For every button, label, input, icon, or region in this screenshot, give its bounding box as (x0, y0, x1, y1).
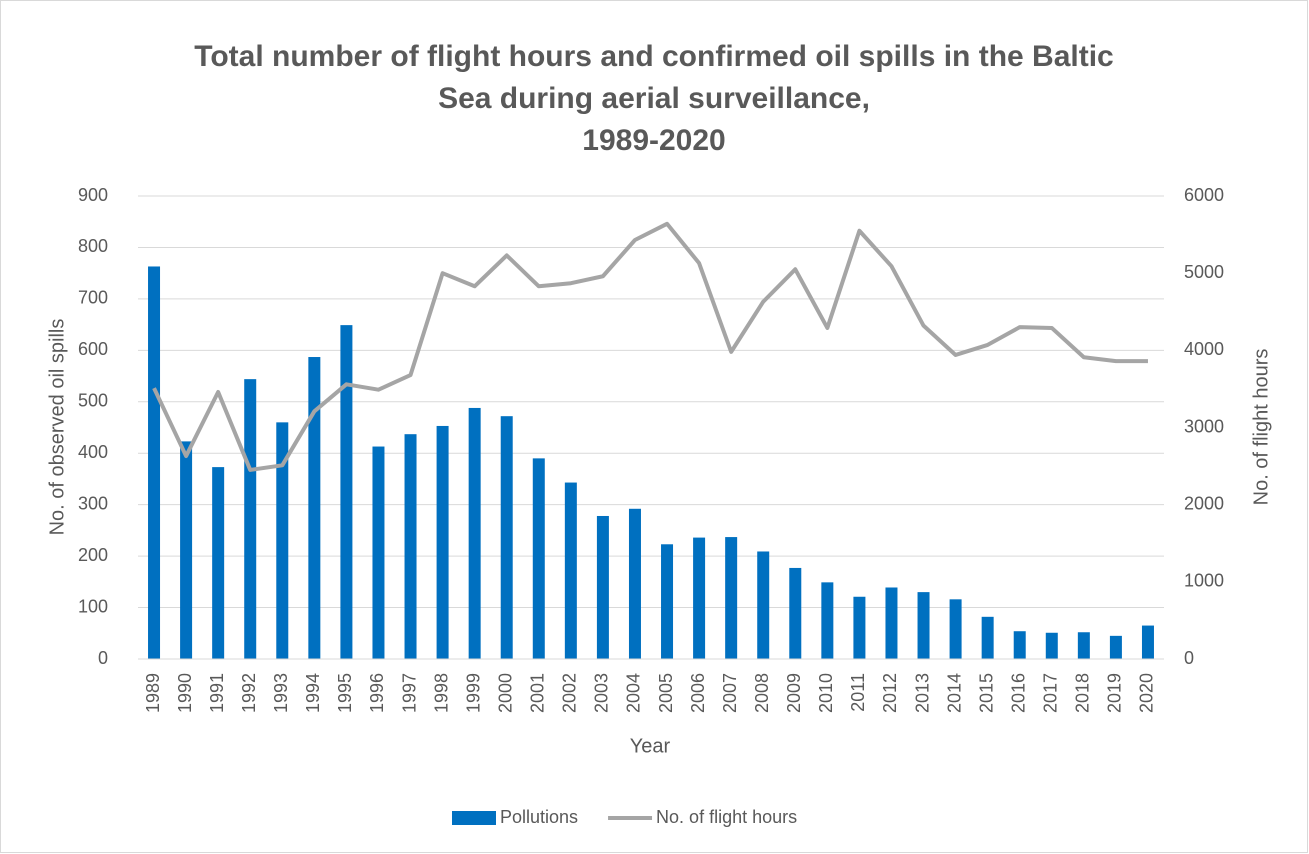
bar (180, 441, 193, 659)
y2-tick-label: 3000 (1184, 416, 1224, 436)
bar (1045, 632, 1058, 659)
bar (436, 425, 449, 659)
x-axis-label: Year (630, 735, 671, 757)
x-tick-label: 2020 (1137, 673, 1157, 713)
x-tick-label: 2006 (688, 673, 708, 713)
x-tick-label: 2013 (912, 673, 932, 713)
y-axis-label: No. of observed oil spills (46, 319, 68, 536)
x-tick-label: 2017 (1041, 673, 1061, 713)
bar (532, 458, 545, 659)
x-tick-label: 2010 (816, 673, 836, 713)
bar (757, 551, 770, 659)
bar (404, 434, 417, 659)
y2-tick-label: 4000 (1184, 339, 1224, 359)
x-tick-label: 2000 (495, 673, 515, 713)
bar (693, 537, 706, 659)
x-tick-label: 2016 (1008, 673, 1028, 713)
x-tick-label: 1999 (463, 673, 483, 713)
bar (628, 508, 641, 659)
y2-tick-label: 0 (1184, 648, 1194, 668)
bar (276, 422, 289, 659)
x-tick-label: 2015 (976, 673, 996, 713)
chart-title: Total number of flight hours and confirm… (194, 40, 1113, 73)
bar (148, 266, 161, 659)
x-tick-label: 2018 (1073, 673, 1093, 713)
y-tick-label: 700 (78, 288, 108, 308)
x-tick-label: 2012 (880, 673, 900, 713)
x-tick-label: 2001 (528, 673, 548, 713)
y-tick-label: 500 (78, 391, 108, 411)
y-tick-label: 900 (78, 185, 108, 205)
bar (596, 515, 609, 659)
bar (340, 325, 353, 659)
bar (661, 544, 674, 659)
x-tick-label: 2009 (784, 673, 804, 713)
bar (789, 567, 802, 659)
bar (885, 587, 898, 659)
y2-tick-label: 1000 (1184, 571, 1224, 591)
x-tick-label: 2003 (592, 673, 612, 713)
x-tick-label: 2019 (1105, 673, 1125, 713)
x-tick-label: 2014 (944, 673, 964, 713)
bar (308, 357, 321, 659)
y-tick-label: 600 (78, 339, 108, 359)
y-tick-label: 0 (98, 648, 108, 668)
y-tick-label: 300 (78, 493, 108, 513)
x-tick-label: 2002 (560, 673, 580, 713)
x-tick-label: 1992 (239, 673, 259, 713)
y2-axis-label: No. of flight hours (1250, 349, 1272, 506)
line (152, 221, 1148, 472)
x-tick-label: 1995 (335, 673, 355, 713)
y-tick-label: 200 (78, 545, 108, 565)
bar (244, 379, 257, 659)
bar (1141, 625, 1154, 659)
x-tick-label: 1997 (399, 673, 419, 713)
x-tick-label: 2004 (624, 673, 644, 713)
bar (212, 467, 225, 659)
x-tick-label: 1989 (143, 673, 163, 713)
legend-label: No. of flight hours (656, 807, 797, 827)
x-tick-label: 2005 (656, 673, 676, 713)
x-tick-label: 2008 (752, 673, 772, 713)
chart-title: 1989-2020 (582, 124, 725, 157)
legend-label: Pollutions (500, 807, 578, 827)
y-tick-label: 100 (78, 596, 108, 616)
x-tick-label: 1991 (207, 673, 227, 713)
bar (372, 446, 385, 659)
x-tick-label: 1998 (431, 673, 451, 713)
bar (821, 582, 834, 659)
y2-tick-label: 6000 (1184, 185, 1224, 205)
bar (500, 416, 513, 659)
bar (853, 596, 866, 659)
bar (981, 616, 994, 659)
x-tick-label: 1996 (367, 673, 387, 713)
y2-tick-label: 5000 (1184, 262, 1224, 282)
bar (949, 599, 962, 659)
x-tick-label: 2011 (848, 673, 868, 712)
legend-swatch (452, 811, 496, 825)
chart-title: Sea during aerial surveillance, (438, 82, 870, 115)
x-tick-label: 1994 (303, 673, 323, 713)
x-tick-label: 2007 (720, 673, 740, 713)
y-tick-label: 400 (78, 442, 108, 462)
bar (1077, 632, 1090, 659)
y2-tick-label: 2000 (1184, 493, 1224, 513)
y-tick-label: 800 (78, 236, 108, 256)
x-tick-label: 1993 (271, 673, 291, 713)
bar (564, 482, 577, 659)
bar (725, 537, 738, 659)
bar (468, 407, 481, 659)
x-tick-label: 1990 (175, 673, 195, 713)
bar (1109, 635, 1122, 659)
bar (1013, 631, 1026, 659)
bar (917, 592, 930, 659)
